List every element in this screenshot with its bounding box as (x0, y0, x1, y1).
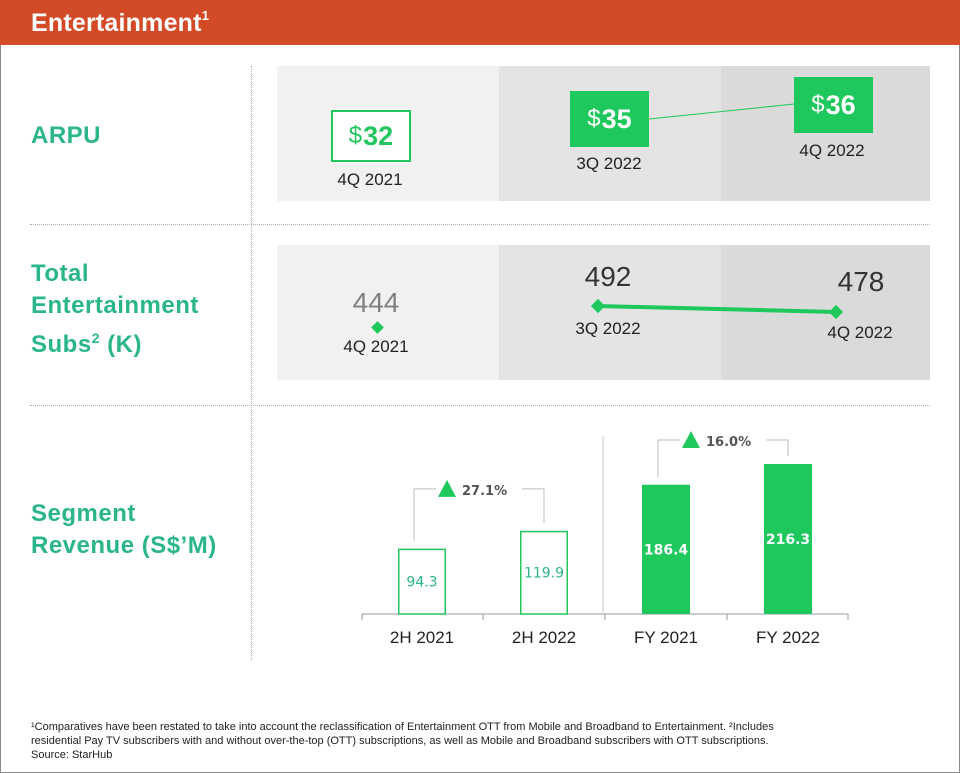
subs-panel-3q2022 (499, 245, 721, 380)
bar-2h-2022 (520, 530, 568, 615)
growth-label: 16.0% (706, 435, 751, 450)
subs-marker-3q2022 (590, 298, 606, 314)
revenue-label: Segment Revenue (S$’M) (31, 500, 217, 559)
arpu-value-box-4q2022: $36 (794, 77, 873, 133)
growth-bracket-left (657, 439, 680, 477)
arpu-value-box-4q2021: $32 (331, 110, 411, 162)
subs-period-3q2022: 3Q 2022 (575, 319, 641, 338)
growth-label: 27.1% (462, 484, 507, 499)
bar-2h-2021 (398, 548, 446, 615)
category-label: 2H 2021 (390, 628, 454, 647)
arpu-value-box-3q2022: $35 (570, 91, 649, 147)
category-label: 2H 2022 (512, 628, 576, 647)
arpu-period-4q2021: 4Q 2021 (337, 170, 403, 189)
bar-fy-2021 (642, 484, 690, 614)
footnote: ¹Comparatives have been restated to take… (31, 721, 774, 761)
subs-value-4q2021: 444 (352, 287, 400, 318)
subs-period-4q2022: 4Q 2022 (827, 323, 893, 342)
growth-bracket-right (522, 488, 545, 523)
up-arrow-icon (438, 479, 456, 497)
subs-panel-4q2021 (277, 245, 499, 380)
arpu-label: ARPU (31, 122, 102, 149)
arpu-period-4q2022: 4Q 2022 (799, 141, 865, 160)
category-label: FY 2021 (634, 628, 698, 647)
row-divider-1 (30, 224, 930, 225)
up-arrow-icon (682, 431, 700, 448)
growth-bracket-left (413, 488, 436, 541)
vertical-divider (251, 66, 252, 660)
bar-fy-2022 (764, 464, 812, 614)
bar-value-label: 94.3 (406, 574, 437, 590)
subs-period-4q2021: 4Q 2021 (343, 337, 409, 356)
subs-label: Total Entertainment Subs2 (K) (31, 260, 199, 358)
arpu-period-3q2022: 3Q 2022 (576, 154, 642, 173)
subs-trend-line (597, 304, 837, 314)
arpu-trend-line (648, 103, 795, 120)
growth-bracket-right (766, 439, 789, 456)
slide-title: Entertainment1 (31, 7, 210, 37)
bar-value-label: 119.9 (524, 565, 564, 581)
bar-value-label: 216.3 (766, 532, 810, 548)
subs-marker-4q2022 (828, 304, 844, 320)
row-divider-2 (30, 405, 930, 406)
subs-marker-4q2021 (371, 321, 384, 334)
bar-value-label: 186.4 (644, 542, 689, 558)
category-label: FY 2022 (756, 628, 820, 647)
subs-value-3q2022: 492 (584, 261, 632, 292)
header-bar: Entertainment1 (0, 0, 960, 45)
subs-value-4q2022: 478 (837, 266, 885, 297)
